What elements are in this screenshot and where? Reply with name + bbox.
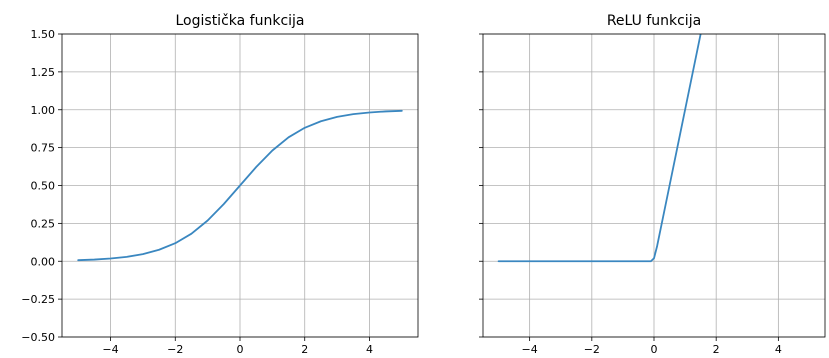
- y-tick-label: 0.75: [31, 142, 56, 155]
- x-tick-label: −2: [167, 343, 183, 356]
- y-tick-label: −0.25: [21, 293, 55, 306]
- y-tick-label: 0.50: [31, 180, 56, 193]
- y-tick-label: 1.50: [31, 28, 56, 41]
- x-tick-label: 4: [775, 343, 782, 356]
- relu-function-panel: −4 −2 0 2 4 ReLU funkcija: [479, 13, 826, 356]
- logistic-function-panel: −4 −2 0 2 4 −0.50 −0.25 0.00 0.25 0.50 0.75 1.00 1.2…: [21, 13, 419, 356]
- x-tick-label: −2: [584, 343, 600, 356]
- x-tick-label: −4: [102, 343, 118, 356]
- series-line: [77, 109, 403, 262]
- y-tick-label: −0.50: [21, 331, 55, 344]
- chart-title: ReLU funkcija: [607, 13, 701, 29]
- series-line: [497, 34, 702, 263]
- chart-title: Logistička funkcija: [176, 13, 305, 29]
- y-tick-label: 1.00: [31, 104, 56, 117]
- x-tick-label: 2: [713, 343, 720, 356]
- x-tick-label: 4: [366, 343, 373, 356]
- y-tick-label: 0.25: [31, 217, 56, 230]
- x-tick-label: −4: [522, 343, 538, 356]
- x-tick-label: 2: [301, 343, 308, 356]
- x-tick-label: 0: [651, 343, 658, 356]
- y-tick-label: 1.25: [31, 66, 56, 79]
- x-tick-label: 0: [237, 343, 244, 356]
- y-tick-label: 0.00: [31, 255, 56, 268]
